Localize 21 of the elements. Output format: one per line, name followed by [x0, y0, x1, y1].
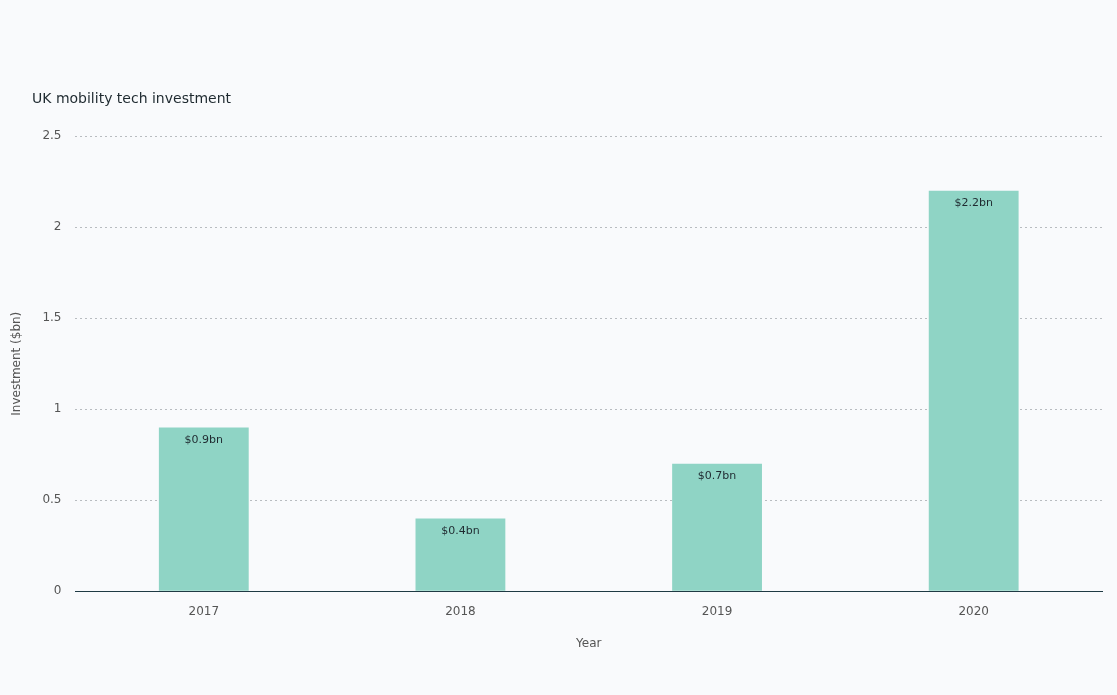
y-tick-label: 2.5	[42, 128, 62, 143]
y-axis-title: Investment ($bn)	[9, 311, 24, 416]
y-tick-label: 1	[53, 401, 62, 416]
x-tick-label: 2017	[188, 603, 220, 618]
bar	[672, 463, 762, 591]
y-tick-label: 0.5	[42, 492, 62, 507]
y-tick-label: 1.5	[42, 310, 62, 325]
bar	[928, 190, 1019, 591]
data-label: $0.4bn	[441, 523, 480, 537]
data-label: $0.7bn	[697, 469, 737, 483]
x-tick-label: 2018	[445, 603, 476, 618]
data-label: $2.2bn	[954, 196, 993, 210]
y-tick-label: 0	[53, 583, 62, 598]
data-label: $0.9bn	[184, 432, 224, 446]
x-tick-label: 2020	[958, 603, 989, 618]
x-axis-title: Year	[575, 635, 602, 650]
bar	[415, 518, 506, 591]
chart-title: UK mobility tech investment	[32, 90, 232, 106]
bar	[158, 427, 249, 591]
x-tick-label: 2019	[701, 603, 733, 618]
y-tick-label: 2	[53, 219, 62, 234]
